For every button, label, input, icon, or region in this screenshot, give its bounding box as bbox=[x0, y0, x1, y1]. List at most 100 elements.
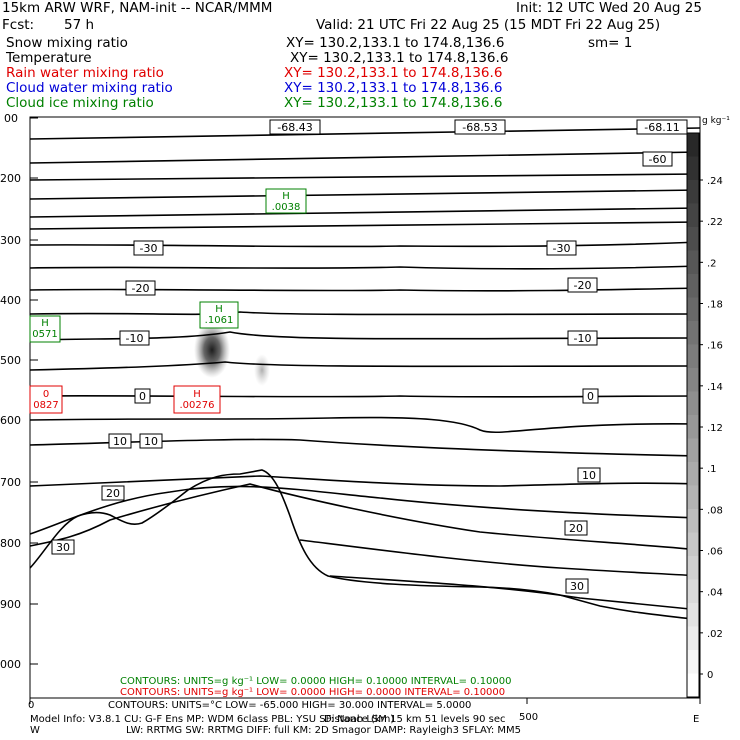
isotherm-line bbox=[29, 207, 701, 218]
rain-maximum: H.00276 bbox=[173, 385, 221, 414]
temperature-label: -68.11 bbox=[636, 119, 688, 135]
field-snow-name: Snow mixing ratio bbox=[6, 35, 128, 51]
field-snow-xy: XY= 130.2,133.1 to 174.8,136.6 bbox=[286, 35, 505, 51]
isotherm-line bbox=[29, 475, 701, 487]
colorbar-segment bbox=[687, 368, 699, 392]
svg-text:-10: -10 bbox=[126, 332, 144, 345]
colorbar-segment bbox=[687, 603, 699, 627]
temperature-label: -20 bbox=[125, 280, 156, 296]
field-temp-xy: XY= 130.2,133.1 to 174.8,136.6 bbox=[290, 50, 509, 66]
svg-text:-30: -30 bbox=[553, 242, 571, 255]
colorbar-tick-label: .24 bbox=[707, 176, 723, 187]
svg-text:-10: -10 bbox=[574, 332, 592, 345]
model-info-line2: LW: RRTMG SW: RRTMG DIFF: full KM: 2D Sm… bbox=[126, 725, 522, 736]
field-cloudwater-xy: XY= 130.2,133.1 to 174.8,136.6 bbox=[284, 80, 503, 96]
ice-maximum: H.0038 bbox=[265, 188, 307, 214]
temperature-label: -10 bbox=[119, 330, 150, 346]
field-rain-xy: XY= 130.2,133.1 to 174.8,136.6 bbox=[284, 65, 503, 81]
colorbar-segment bbox=[687, 462, 699, 486]
isotherm-line bbox=[29, 361, 701, 371]
colorbar-segment bbox=[687, 626, 699, 651]
colorbar-segment bbox=[687, 391, 699, 416]
temperature-label: 0 bbox=[582, 388, 599, 404]
valid-time: Valid: 21 UTC Fri 22 Aug 25 (15 MDT Fri … bbox=[316, 17, 661, 33]
y-tick-label: 400 bbox=[0, 294, 21, 307]
temperature-label: -68.53 bbox=[454, 119, 506, 135]
svg-text:30: 30 bbox=[56, 541, 70, 554]
y-tick-label: 700 bbox=[0, 476, 21, 489]
svg-text:.1061: .1061 bbox=[205, 315, 234, 326]
colorbar-segment bbox=[687, 673, 699, 698]
isotherm-line bbox=[29, 241, 701, 248]
colorbar-segment bbox=[687, 321, 699, 345]
init-time: Init: 12 UTC Wed 20 Aug 25 bbox=[516, 0, 702, 16]
temperature-label: 10 bbox=[139, 433, 163, 449]
snow-shading-core bbox=[194, 322, 230, 378]
svg-text:0: 0 bbox=[43, 389, 49, 400]
colorbar-tick-label: .08 bbox=[707, 505, 723, 516]
colorbar-segment bbox=[687, 227, 699, 251]
isotherm-line bbox=[29, 151, 701, 164]
colorbar-tick-label: .22 bbox=[707, 217, 723, 228]
colorbar-tick-label: .1 bbox=[707, 464, 717, 475]
svg-text:H: H bbox=[41, 318, 49, 329]
temperature-label: 10 bbox=[108, 433, 132, 449]
isotherm-line bbox=[29, 265, 701, 270]
colorbar-segment bbox=[687, 650, 699, 674]
temperature-label: -30 bbox=[133, 240, 164, 256]
x-east-marker: E bbox=[693, 714, 700, 725]
y-tick-label: 200 bbox=[0, 172, 21, 185]
colorbar: g kg⁻¹ .24 .22 .2 .18 .16 .14 .12 .1 .08 .06 .04 .02… bbox=[686, 116, 730, 698]
colorbar-tick-label: .12 bbox=[707, 423, 723, 434]
isotherm-line bbox=[29, 485, 701, 535]
svg-text:H: H bbox=[193, 389, 201, 400]
colorbar-segment bbox=[687, 579, 699, 604]
colorbar-segment bbox=[687, 556, 699, 580]
colorbar-tick-label: .2 bbox=[707, 258, 717, 269]
svg-text:0571: 0571 bbox=[32, 329, 57, 340]
svg-text:H: H bbox=[282, 191, 290, 202]
colorbar-segment bbox=[687, 133, 699, 157]
colorbar-tick-label: .16 bbox=[707, 341, 723, 352]
svg-text:20: 20 bbox=[106, 487, 120, 500]
fcst-label: Fcst: bbox=[2, 17, 35, 33]
field-cloudice-xy: XY= 130.2,133.1 to 174.8,136.6 bbox=[284, 95, 503, 111]
colorbar-tick-label: .02 bbox=[707, 629, 723, 640]
svg-text:.0038: .0038 bbox=[272, 202, 301, 213]
colorbar-tick-label: 0 bbox=[707, 670, 713, 681]
temperature-label: -20 bbox=[567, 277, 598, 293]
colorbar-tick-label: .18 bbox=[707, 300, 723, 311]
colorbar-segment bbox=[687, 415, 699, 439]
svg-text:0: 0 bbox=[587, 390, 594, 403]
colorbar-segment bbox=[687, 509, 699, 533]
svg-text:20: 20 bbox=[569, 522, 583, 535]
svg-text:-68.11: -68.11 bbox=[644, 121, 679, 134]
colorbar-segment bbox=[687, 438, 699, 463]
ice-maximum: H.1061 bbox=[199, 301, 239, 329]
isotherm-line bbox=[29, 416, 701, 434]
svg-text:-20: -20 bbox=[132, 282, 150, 295]
x-tick-label-0: 0 bbox=[28, 700, 35, 711]
colorbar-segment bbox=[687, 180, 699, 204]
y-tick-label: 000 bbox=[0, 658, 21, 671]
colorbar-tick-label: .06 bbox=[707, 547, 723, 558]
colorbar-tick-label: .14 bbox=[707, 382, 723, 393]
svg-text:10: 10 bbox=[113, 435, 127, 448]
colorbar-segment bbox=[687, 203, 699, 228]
colorbar-frame bbox=[686, 132, 700, 698]
isotherm-line bbox=[299, 539, 701, 577]
colorbar-segment bbox=[687, 344, 699, 369]
y-tick-label: 900 bbox=[0, 598, 21, 611]
terrain-profile bbox=[29, 469, 701, 621]
svg-text:-30: -30 bbox=[140, 242, 158, 255]
svg-text:-20: -20 bbox=[574, 279, 592, 292]
isotherm-line bbox=[29, 311, 701, 316]
svg-text:-60: -60 bbox=[649, 153, 667, 166]
temperature-labels: -68.43 -68.53 -68.11 -60 -30 -30 -20 -20 -10 -10 0… bbox=[51, 119, 688, 594]
temperature-label: 20 bbox=[101, 485, 125, 501]
y-tick-label: 500 bbox=[0, 354, 21, 367]
field-temp-name: Temperature bbox=[6, 50, 92, 66]
